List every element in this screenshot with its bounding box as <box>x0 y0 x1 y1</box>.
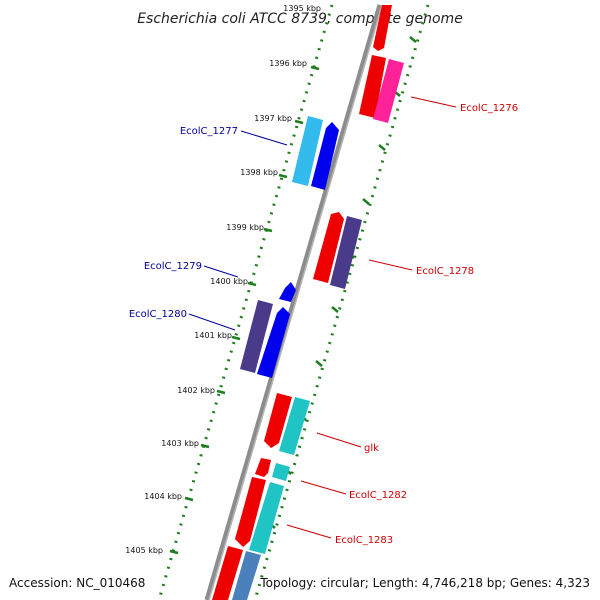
gene-feature-forward[interactable] <box>279 397 310 455</box>
accession-text: Accession: NC_010468 <box>9 576 145 590</box>
gene-feature-forward[interactable] <box>373 59 404 123</box>
tick-label: 1399 kbp <box>226 223 264 232</box>
tick-mark <box>331 306 339 313</box>
label-leader-line <box>300 480 347 495</box>
label-leader-line <box>286 524 332 539</box>
tick-label: 1402 kbp <box>177 386 215 395</box>
tick-mark <box>169 549 179 555</box>
gene-feature-forward[interactable] <box>255 458 271 477</box>
topology-text: Topology: circular; Length: 4,746,218 bp… <box>259 576 590 590</box>
gene-feature-reverse[interactable] <box>279 282 296 302</box>
gene-feature-forward[interactable] <box>212 546 243 600</box>
gene-feature-reverse[interactable] <box>311 122 339 190</box>
tick-mark <box>216 389 226 395</box>
tick-mark <box>378 144 386 151</box>
tick-label: 1395 kbp <box>283 4 321 13</box>
map-title: Escherichia coli ATCC 8739, complete gen… <box>137 11 463 27</box>
tick-label: 1403 kbp <box>161 439 199 448</box>
tick-mark <box>409 36 417 43</box>
gene-feature-forward[interactable] <box>373 5 392 51</box>
label-leader-line <box>203 265 239 278</box>
gene-label-ecolc-1279[interactable]: EcolC_1279 <box>144 261 202 272</box>
tick-mark <box>200 443 210 449</box>
tick-mark <box>294 119 304 125</box>
gene-label-ecolc-1276[interactable]: EcolC_1276 <box>460 103 518 114</box>
tick-label: 1404 kbp <box>144 492 182 501</box>
label-leader-line <box>410 96 457 108</box>
gene-feature-forward[interactable] <box>272 463 290 481</box>
gene-feature-reverse[interactable] <box>257 307 290 378</box>
tick-mark <box>247 281 257 287</box>
inner-tick-track <box>253 4 430 600</box>
label-leader-line <box>240 130 288 146</box>
genome-backbone <box>204 4 383 600</box>
gene-feature-reverse[interactable] <box>240 300 273 373</box>
gene-feature-forward[interactable] <box>330 216 362 289</box>
gene-feature-forward[interactable] <box>359 55 386 118</box>
gene-feature-forward[interactable] <box>235 477 266 547</box>
gene-label-ecolc-1283[interactable]: EcolC_1283 <box>335 535 393 546</box>
gene-label-ecolc-1277[interactable]: EcolC_1277 <box>180 126 238 137</box>
label-leader-line <box>316 432 362 448</box>
label-leader-line <box>368 259 413 271</box>
tick-label: 1405 kbp <box>125 546 163 555</box>
tick-label: 1396 kbp <box>269 59 307 68</box>
gene-feature-forward[interactable] <box>313 212 344 283</box>
gene-label-ecolc-1280[interactable]: EcolC_1280 <box>129 309 187 320</box>
tick-mark <box>315 360 323 367</box>
genome-backbone-highlight <box>208 4 383 600</box>
tick-mark <box>231 335 241 341</box>
gene-label-ecolc-1282[interactable]: EcolC_1282 <box>349 490 407 501</box>
gene-feature-forward[interactable] <box>264 393 292 448</box>
tick-label: 1400 kbp <box>210 277 248 286</box>
gene-label-glk[interactable]: glk <box>364 443 379 454</box>
tick-mark <box>362 198 370 205</box>
tick-mark <box>263 227 273 233</box>
gene-label-ecolc-1278[interactable]: EcolC_1278 <box>416 266 474 277</box>
tick-mark <box>278 173 288 179</box>
gene-feature-reverse[interactable] <box>292 116 323 186</box>
tick-mark <box>310 65 320 71</box>
label-leader-line <box>188 313 236 331</box>
gene-feature-forward[interactable] <box>249 482 284 554</box>
tick-label: 1397 kbp <box>254 114 292 123</box>
gene-feature-forward[interactable] <box>232 551 261 600</box>
tick-label: 1401 kbp <box>194 331 232 340</box>
tick-mark <box>184 496 194 502</box>
tick-label: 1398 kbp <box>240 168 278 177</box>
